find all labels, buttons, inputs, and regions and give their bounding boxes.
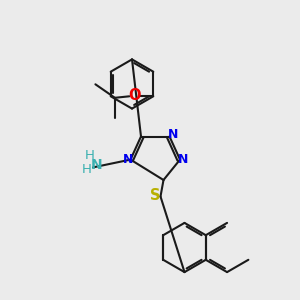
Text: N: N — [168, 128, 178, 142]
Text: S: S — [150, 188, 160, 203]
Text: H: H — [82, 163, 91, 176]
Text: O: O — [128, 88, 140, 103]
Text: N: N — [123, 153, 133, 166]
Text: N: N — [91, 158, 102, 172]
Text: N: N — [178, 153, 188, 166]
Text: H: H — [85, 149, 95, 162]
